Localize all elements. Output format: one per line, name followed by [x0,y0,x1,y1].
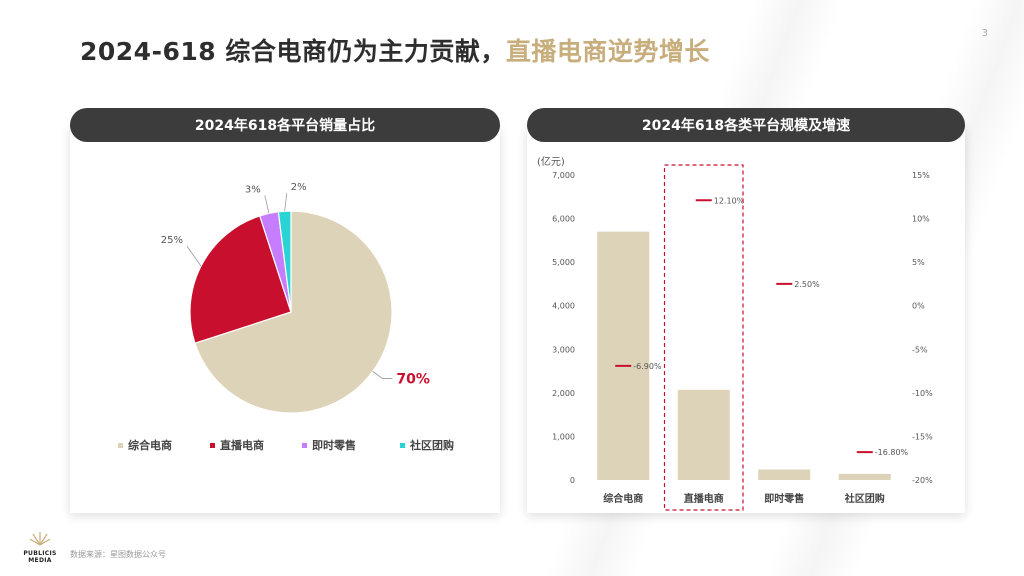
bar-4 [838,473,891,480]
growth-data-label: -16.80% [875,448,909,457]
y2-tick-label: 5% [912,258,925,267]
pie-leader-line [264,195,270,214]
publicis-media-logo: PUBLICIS MEDIA [14,530,66,564]
pie-panel: 70% 25% 3% 2% 综合电商 直播电商 即时零售 社区团购 [70,125,500,513]
pie-leader-line [372,371,393,379]
y2-tick-label: -10% [912,389,933,398]
data-source: 数据来源：星图数据公众号 [70,550,166,559]
y-tick-label: 4,000 [552,302,575,311]
y2-tick-label: -20% [912,476,933,485]
pie-chart: 70% 25% 3% 2% 综合电商 直播电商 即时零售 社区团购 [118,182,454,452]
bar-chart-title: 2024年618各类平台规模及增速 [527,108,965,142]
pie-legend-item: 综合电商 [118,438,172,452]
highlight-box [663,164,744,511]
legend-label: 即时零售 [312,438,356,452]
pie-data-label: 25% [161,235,183,246]
pie-slice-1 [194,210,393,414]
title-main: 2024-618 综合电商仍为主力贡献， [80,37,506,66]
bar-2 [677,389,730,480]
x-tick-label: 社区团购 [844,492,885,505]
x-tick-label: 即时零售 [764,492,804,505]
legend-swatch [118,443,123,448]
y-tick-label: 3,000 [552,345,575,354]
bar-3 [758,469,811,480]
y2-tick-label: 0% [912,302,925,311]
x-tick-label: 直播电商 [684,492,724,505]
y2-tick-label: -15% [912,432,933,441]
pie-data-label: 3% [245,184,261,195]
y2-tick-label: -5% [912,345,928,354]
pie-leader-line [186,245,202,267]
pie-legend-item: 即时零售 [302,438,356,452]
pie-legend-item: 直播电商 [210,438,264,452]
legend-swatch [302,443,307,448]
sun-icon [29,532,51,546]
legend-swatch [400,443,405,448]
pie-chart-title: 2024年618各平台销量占比 [70,108,500,142]
bar-1 [597,231,650,480]
pie-data-label: 70% [396,371,430,387]
legend-label: 综合电商 [128,438,172,452]
x-tick-label: 综合电商 [603,492,643,505]
pie-leader-line [284,193,288,212]
bar-panel: (亿元) 0 1,000 2,000 3,000 4,000 5,000 6,000 7,000… [527,125,965,513]
growth-data-label: 2.50% [794,280,820,289]
y-tick-label: 1,000 [552,432,575,441]
title-accent: 直播电商逆势增长 [505,37,710,66]
logo-line1: PUBLICIS [23,550,57,557]
pie-slice-2 [189,215,292,344]
y-tick-label: 5,000 [552,258,575,267]
legend-swatch [210,443,215,448]
bar-chart: (亿元) 0 1,000 2,000 3,000 4,000 5,000 6,000 7,000… [537,155,933,511]
y-tick-label: 6,000 [552,215,575,224]
page-title: 2024-618 综合电商仍为主力贡献，直播电商逆势增长 [80,32,710,68]
y-tick-label: 0 [570,476,575,485]
y2-tick-label: 10% [912,215,930,224]
y2-tick-label: 15% [912,171,930,180]
growth-data-label: -6.90% [633,362,662,371]
legend-label: 社区团购 [409,438,454,452]
pie-legend-item: 社区团购 [400,438,454,452]
page-number: 3 [981,28,988,39]
pie-data-label: 2% [291,182,307,193]
y-tick-label: 2,000 [552,389,575,398]
growth-data-label: 12.10% [714,196,745,205]
y-tick-label: 7,000 [552,171,575,180]
y-axis-label: (亿元) [537,155,565,168]
legend-label: 直播电商 [220,438,264,452]
logo-line2: MEDIA [28,557,52,564]
